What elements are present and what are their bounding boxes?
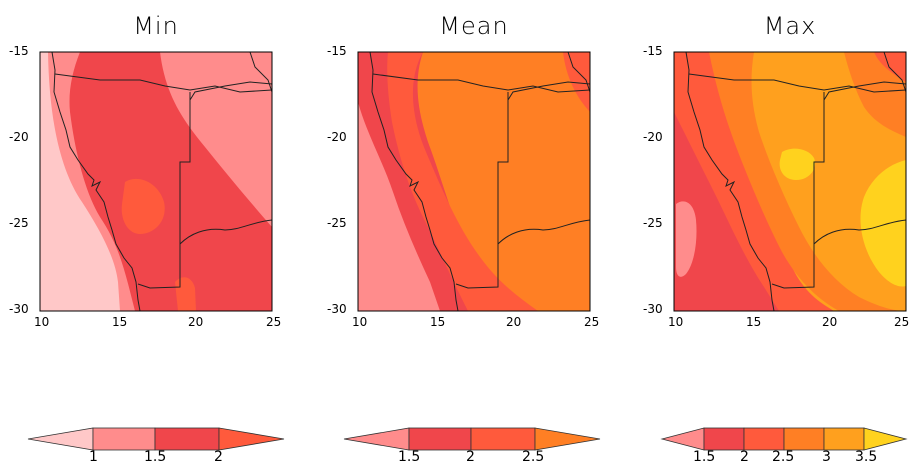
colorbar-segment <box>703 427 745 451</box>
border <box>54 73 273 93</box>
border <box>137 92 191 289</box>
map-min <box>39 51 273 312</box>
x-tick: 15 <box>112 315 128 329</box>
colorbar-segment <box>534 427 601 451</box>
map-mean <box>357 51 591 312</box>
y-tick: -25 <box>643 216 663 230</box>
contour-yellow <box>779 148 816 180</box>
y-tick: -20 <box>327 130 347 144</box>
contour-light-pink <box>40 52 120 311</box>
contour-red <box>674 112 779 311</box>
y-tick: -15 <box>327 44 347 58</box>
colorbar-segment <box>218 427 285 451</box>
contour-pink <box>358 102 440 311</box>
y-tick: -25 <box>9 216 29 230</box>
panel-title: Max <box>763 12 817 40</box>
colorbar-max <box>660 427 908 451</box>
colorbar-label: 1.5 <box>693 449 716 465</box>
border <box>567 51 591 93</box>
contour-red-orange <box>874 52 906 82</box>
border <box>883 51 907 93</box>
colorbar-segment <box>783 427 825 451</box>
y-tick: -15 <box>9 44 29 58</box>
coastline <box>51 51 141 312</box>
x-tick: 25 <box>266 315 282 329</box>
contour-red <box>69 52 273 311</box>
y-tick: -30 <box>327 302 347 316</box>
colorbar-segment <box>863 427 908 451</box>
contour-orange <box>709 52 906 311</box>
coastline <box>685 51 775 312</box>
contour-pink <box>676 201 697 277</box>
colorbar-mean <box>343 427 601 451</box>
colorbar-label: 2 <box>466 449 475 465</box>
x-tick: 10 <box>668 315 684 329</box>
x-tick: 10 <box>352 315 368 329</box>
border <box>455 92 509 289</box>
colorbar-label: 3 <box>822 449 831 465</box>
contour-orange <box>844 52 906 137</box>
border <box>507 81 591 101</box>
border <box>823 81 907 101</box>
border <box>372 73 591 93</box>
colorbar-segment <box>92 427 156 451</box>
colorbar-label: 1 <box>89 449 98 465</box>
colorbar-segment <box>408 427 472 451</box>
y-tick: -15 <box>643 44 663 58</box>
colorbar-segment <box>154 427 220 451</box>
colorbar-label: 1.5 <box>398 449 421 465</box>
x-tick: 20 <box>822 315 838 329</box>
x-tick: 25 <box>894 315 910 329</box>
colorbar-label: 2.5 <box>772 449 795 465</box>
colorbar-segment <box>743 427 785 451</box>
y-tick: -20 <box>643 130 663 144</box>
map-frame <box>357 51 591 312</box>
colorbar-label: 1.5 <box>144 449 167 465</box>
panel-title: Mean <box>439 12 509 40</box>
y-tick: -30 <box>9 302 29 316</box>
coastline <box>369 51 459 312</box>
colorbar-segment <box>470 427 536 451</box>
colorbar-label: 2 <box>214 449 223 465</box>
map-max <box>673 51 907 312</box>
colorbar-segment <box>660 427 705 451</box>
x-tick: 20 <box>188 315 204 329</box>
x-tick: 25 <box>584 315 600 329</box>
y-tick: -25 <box>327 216 347 230</box>
border <box>189 81 273 101</box>
x-tick: 15 <box>746 315 762 329</box>
y-tick: -30 <box>643 302 663 316</box>
contour-yellow <box>860 160 906 287</box>
panel-title: Min <box>133 12 179 40</box>
contour-red-orange <box>121 178 165 234</box>
x-tick: 20 <box>506 315 522 329</box>
border <box>688 73 907 93</box>
colorbar-segment <box>823 427 865 451</box>
border <box>497 219 591 245</box>
colorbar-label: 2.5 <box>522 449 545 465</box>
border <box>179 219 273 245</box>
colorbar-label: 3.5 <box>855 449 878 465</box>
colorbar-label: 2 <box>740 449 749 465</box>
colorbar-min <box>27 427 285 451</box>
colorbar-segment <box>27 427 94 451</box>
border <box>771 92 825 289</box>
y-tick: -20 <box>9 130 29 144</box>
contour-red-orange <box>563 52 590 112</box>
border <box>249 51 273 93</box>
map-frame <box>39 51 273 312</box>
border <box>813 219 907 245</box>
map-frame <box>673 51 907 312</box>
x-tick: 15 <box>430 315 446 329</box>
x-tick: 10 <box>34 315 50 329</box>
colorbar-segment <box>343 427 410 451</box>
